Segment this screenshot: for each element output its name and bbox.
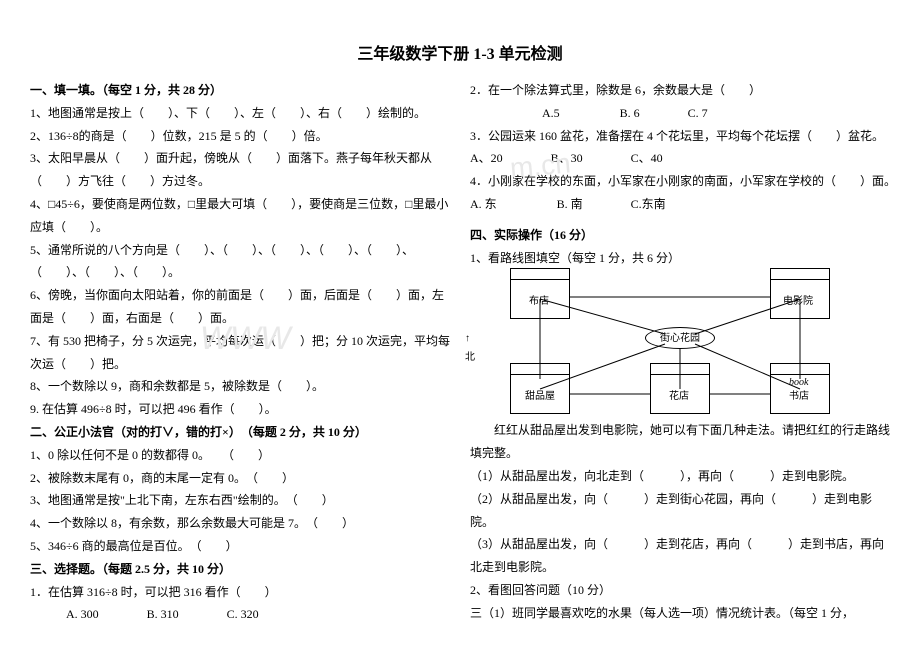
q1-7: 7、有 530 把椅子，分 5 次运完，平均每次运（ ）把；分 10 次运完，平…	[30, 330, 450, 376]
content-wrap: 一、填一填。（每空 1 分，共 28 分） 1、地图通常是按上（ ）、下（ ）、…	[30, 79, 890, 626]
q4-intro: 红红从甜品屋出发到电影院，她可以有下面几种走法。请把红红的行走路线填完整。	[470, 419, 890, 465]
q1-8: 8、一个数除以 9，商和余数都是 5，被除数是（ ）。	[30, 375, 450, 398]
page-title: 三年级数学下册 1-3 单元检测	[30, 40, 890, 64]
q4-1: 1、看路线图填空（每空 1 分，共 6 分）	[470, 247, 890, 270]
house-sweet-shop: 甜品屋	[510, 374, 570, 414]
q1-1: 1、地图通常是按上（ ）、下（ ）、左（ ）、右（ ）绘制的。	[30, 102, 450, 125]
q3-1-options: A. 300 B. 310 C. 320	[30, 603, 450, 626]
q1-3: 3、太阳早晨从（ ）面升起，傍晚从（ ）面落下。燕子每年秋天都从（ ）方飞往（ …	[30, 147, 450, 193]
q3-1: 1．在估算 316÷8 时，可以把 316 看作（ ）	[30, 581, 450, 604]
q1-6: 6、傍晚，当你面向太阳站着，你的前面是（ ）面，后面是（ ）面，左面是（ ）面，…	[30, 284, 450, 330]
section-3-heading: 三、选择题。（每题 2.5 分，共 10 分）	[30, 558, 450, 581]
section-4-heading: 四、实际操作（16 分）	[470, 224, 890, 247]
q4-1c: （3）从甜品屋出发，向（ ）走到花店，再向（ ）走到书店，再向北走到电影院。	[470, 533, 890, 579]
q2-4: 4、一个数除以 8，有余数，那么余数最大可能是 7。 （ ）	[30, 512, 450, 535]
q3-2-options: A.5 B. 6 C. 7	[470, 102, 890, 125]
q1-9: 9. 在估算 496÷8 时，可以把 496 看作（ ）。	[30, 398, 450, 421]
q1-5: 5、通常所说的八个方向是（ ）、（ ）、（ ）、（ ）、（ ）、（ ）、（ ）、…	[30, 239, 450, 285]
q4-1b: （2）从甜品屋出发，向（ ）走到街心花园，再向（ ）走到电影院。	[470, 488, 890, 534]
q1-2: 2、136÷8的商是（ ）位数，215 是 5 的（ ）倍。	[30, 125, 450, 148]
section-1-heading: 一、填一填。（每空 1 分，共 28 分）	[30, 79, 450, 102]
left-column: 一、填一填。（每空 1 分，共 28 分） 1、地图通常是按上（ ）、下（ ）、…	[30, 79, 450, 626]
house-cinema: 电影院	[770, 279, 830, 319]
house-book-shop: book 书店	[770, 374, 830, 414]
right-column: 2．在一个除法算式里，除数是 6，余数最大是（ ） A.5 B. 6 C. 7 …	[470, 79, 890, 626]
q4-2: 2、看图回答问题（10 分）	[470, 579, 890, 602]
q2-1: 1、0 除以任何不是 0 的数都得 0。 （ ）	[30, 444, 450, 467]
q2-2: 2、被除数末尾有 0，商的末尾一定有 0。 （ ）	[30, 467, 450, 490]
q4-2-text: 三（1）班同学最喜欢吃的水果（每人选一项）情况统计表。（每空 1 分，	[470, 602, 890, 625]
house-flower-shop: 花店	[650, 374, 710, 414]
q2-3: 3、地图通常是按"上北下南，左东右西"绘制的。 （ ）	[30, 489, 450, 512]
section-2-heading: 二、公正小法官（对的打∨，错的打×） （每题 2 分，共 10 分）	[30, 421, 450, 444]
route-diagram: ↑ 北 布店 电影院	[480, 269, 860, 419]
q4-1a: （1）从甜品屋出发，向北走到（ ），再向（ ）走到电影院。	[470, 465, 890, 488]
q3-4: 4．小刚家在学校的东面，小军家在小刚家的南面，小军家在学校的（ ）面。 A. 东…	[470, 170, 890, 216]
q3-3: 3．公园运来 160 盆花，准备摆在 4 个花坛里，平均每个花坛摆（ ）盆花。 …	[470, 125, 890, 171]
q1-4: 4、□45÷6，要使商是两位数，□里最大可填（ ），要使商是三位数，□里最小应填…	[30, 193, 450, 239]
q2-5: 5、346÷6 商的最高位是百位。 （ ）	[30, 535, 450, 558]
q3-2: 2．在一个除法算式里，除数是 6，余数最大是（ ）	[470, 79, 890, 102]
house-cloth-shop: 布店	[510, 279, 570, 319]
north-label: ↑ 北	[465, 329, 475, 367]
